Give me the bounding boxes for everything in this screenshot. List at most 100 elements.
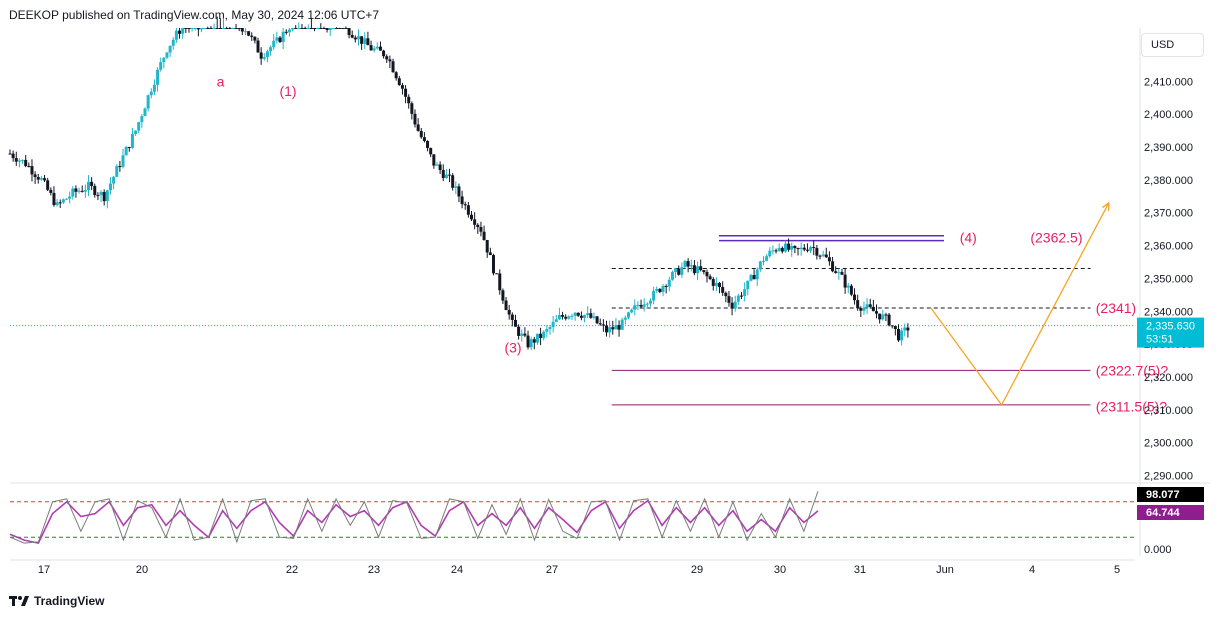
- candle-body: [356, 36, 360, 40]
- candle-body: [24, 159, 28, 167]
- candle-body: [834, 271, 838, 273]
- bar-countdown: 53:51: [1146, 334, 1174, 346]
- candle-body: [338, 28, 342, 29]
- y-tick-label: 2,390.000: [1144, 142, 1193, 154]
- stoch-k-value: 98.077: [1146, 489, 1180, 501]
- candle-body: [325, 28, 329, 30]
- candle-body: [652, 290, 656, 301]
- candle-body: [278, 37, 282, 43]
- candle-body: [498, 273, 502, 291]
- candle-body: [812, 247, 816, 249]
- candle-body: [152, 84, 156, 92]
- tradingview-logo-icon: [9, 596, 29, 606]
- candle-body: [815, 248, 819, 256]
- candle-body: [658, 288, 662, 292]
- candle-body: [221, 28, 225, 29]
- candle-body: [645, 303, 649, 305]
- x-tick-label: 4: [1029, 564, 1035, 576]
- candle-body: [303, 28, 307, 29]
- candle-body: [542, 331, 546, 339]
- horizontal-levels: [10, 234, 1135, 406]
- candle-body: [190, 28, 194, 29]
- candle-body: [768, 250, 772, 257]
- candle-body: [680, 267, 684, 275]
- candle-body: [875, 311, 879, 314]
- projection-path: [930, 201, 1110, 407]
- candle-body: [243, 31, 247, 33]
- candle-body: [432, 154, 436, 166]
- x-tick-label: 30: [774, 564, 786, 576]
- candle-body: [476, 224, 480, 228]
- candle-body: [165, 52, 169, 58]
- candle-body: [853, 294, 857, 301]
- candle-body: [809, 247, 813, 251]
- candle-body: [404, 88, 408, 97]
- candle-body: [438, 164, 442, 171]
- candle-body: [225, 28, 229, 29]
- candle-body: [532, 339, 536, 343]
- x-tick-label: 31: [854, 564, 866, 576]
- y-tick-label: 2,400.000: [1144, 109, 1193, 121]
- candle-body: [545, 328, 549, 332]
- candle-body: [881, 314, 885, 320]
- candle-body: [162, 57, 166, 63]
- candle-body: [52, 192, 56, 206]
- candle-body: [903, 327, 907, 331]
- candle-body: [626, 312, 630, 318]
- candle-body: [824, 254, 828, 258]
- candle-body: [350, 34, 354, 38]
- candle-body: [859, 308, 863, 311]
- candle-body: [567, 316, 571, 319]
- x-tick-label: 24: [451, 564, 463, 576]
- candle-body: [284, 31, 288, 33]
- candle-body: [146, 95, 150, 109]
- candle-body: [648, 300, 652, 304]
- candle-body: [491, 255, 495, 274]
- candle-body: [570, 315, 574, 317]
- currency-selector[interactable]: USD: [1141, 33, 1204, 57]
- candle-body: [275, 37, 279, 41]
- candle-body: [454, 186, 458, 188]
- candle-body: [309, 28, 313, 29]
- candle-body: [68, 196, 72, 199]
- candle-body: [49, 189, 53, 193]
- candle-body: [777, 247, 781, 251]
- candle-body: [736, 295, 740, 302]
- candle-body: [27, 166, 31, 168]
- candle-body: [391, 61, 395, 73]
- candle-body: [598, 323, 602, 325]
- candle-body: [686, 261, 690, 267]
- candle-body: [130, 133, 134, 148]
- y-tick-label: 2,350.000: [1144, 273, 1193, 285]
- candle-body: [444, 174, 448, 179]
- candle-body: [614, 324, 618, 330]
- candle-body: [159, 62, 163, 70]
- y-tick-label: 2,320.000: [1144, 372, 1193, 384]
- candle-body: [250, 35, 254, 37]
- candle-body: [479, 227, 483, 232]
- candle-body: [529, 339, 533, 348]
- candle-body: [168, 45, 172, 53]
- candle-body: [328, 28, 332, 30]
- candle-body: [821, 254, 825, 256]
- candle-body: [46, 180, 50, 190]
- annotations: a (1) (3) (4) (2362.5) (2341) (2322.7(5)? (2311…: [217, 73, 1169, 414]
- candle-body: [118, 166, 122, 168]
- candle-body: [636, 304, 640, 306]
- candle-body: [127, 147, 131, 149]
- candle-body: [721, 287, 725, 293]
- candle-body: [43, 178, 47, 181]
- candle-body: [55, 202, 59, 206]
- candle-body: [30, 166, 34, 175]
- candle-body: [58, 202, 62, 204]
- candle-body: [689, 265, 693, 267]
- candle-body: [765, 256, 769, 261]
- candle-body: [623, 317, 627, 320]
- price-axis: 2,290.000 2,300.000 2,310.000 2,320.000 2,33…: [1144, 76, 1193, 556]
- candle-body: [457, 186, 461, 197]
- stochastic-panel: [9, 491, 1135, 545]
- candle-body: [740, 295, 744, 297]
- candle-body: [77, 190, 81, 192]
